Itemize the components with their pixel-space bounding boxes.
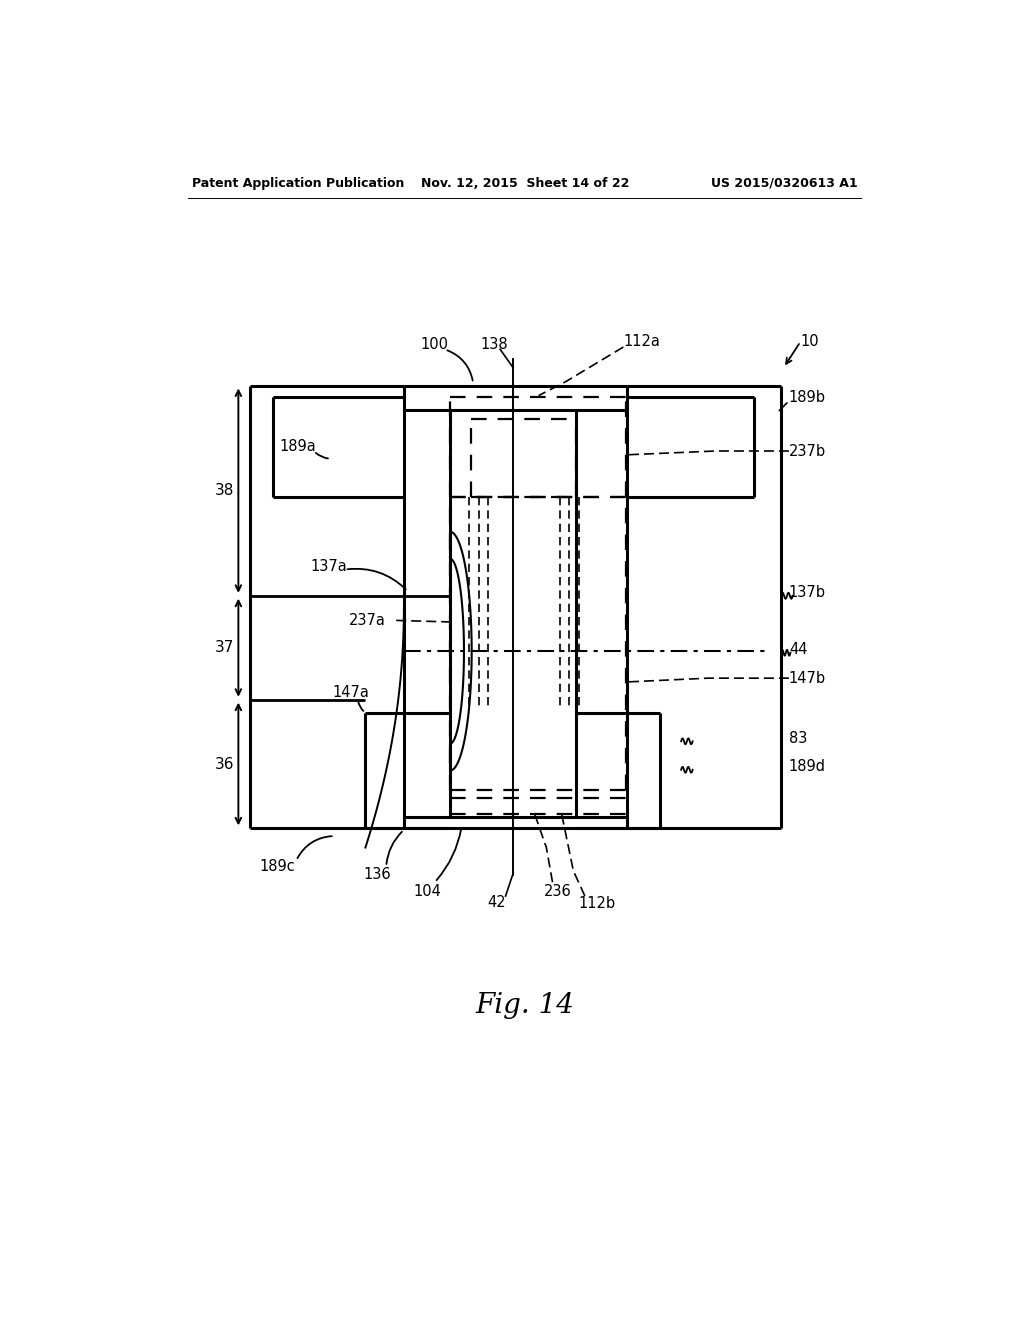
Text: 236: 236 (544, 884, 571, 899)
Text: 10: 10 (801, 334, 819, 350)
Text: 138: 138 (480, 337, 508, 352)
FancyArrowPatch shape (358, 702, 364, 711)
Text: 237a: 237a (348, 612, 385, 628)
Text: 42: 42 (487, 895, 507, 911)
Text: 189b: 189b (788, 389, 826, 405)
FancyArrowPatch shape (436, 829, 461, 880)
Text: 37: 37 (215, 640, 234, 655)
Text: 36: 36 (215, 756, 234, 771)
Text: Nov. 12, 2015  Sheet 14 of 22: Nov. 12, 2015 Sheet 14 of 22 (421, 177, 629, 190)
Text: 112b: 112b (579, 896, 615, 911)
FancyArrowPatch shape (347, 569, 406, 589)
Text: 147b: 147b (788, 671, 826, 685)
FancyArrowPatch shape (447, 350, 473, 380)
Text: US 2015/0320613 A1: US 2015/0320613 A1 (711, 177, 857, 190)
Text: 112a: 112a (624, 334, 660, 350)
Text: Patent Application Publication: Patent Application Publication (193, 177, 404, 190)
Text: 137b: 137b (788, 585, 826, 601)
FancyArrowPatch shape (297, 836, 332, 858)
FancyArrowPatch shape (779, 403, 787, 411)
Text: 237b: 237b (788, 444, 826, 458)
FancyArrowPatch shape (315, 453, 328, 458)
Text: 189c: 189c (260, 859, 296, 874)
Text: 44: 44 (788, 642, 807, 657)
Text: 189d: 189d (788, 759, 826, 775)
Text: 137a: 137a (310, 558, 347, 574)
Text: 104: 104 (413, 884, 441, 899)
Text: Fig. 14: Fig. 14 (475, 991, 574, 1019)
FancyArrowPatch shape (386, 832, 401, 865)
Text: 189a: 189a (280, 438, 316, 454)
Text: 147a: 147a (333, 685, 370, 701)
Text: 38: 38 (215, 483, 234, 498)
Text: 136: 136 (364, 867, 391, 882)
Text: 83: 83 (788, 731, 807, 747)
Text: 100: 100 (421, 337, 449, 352)
